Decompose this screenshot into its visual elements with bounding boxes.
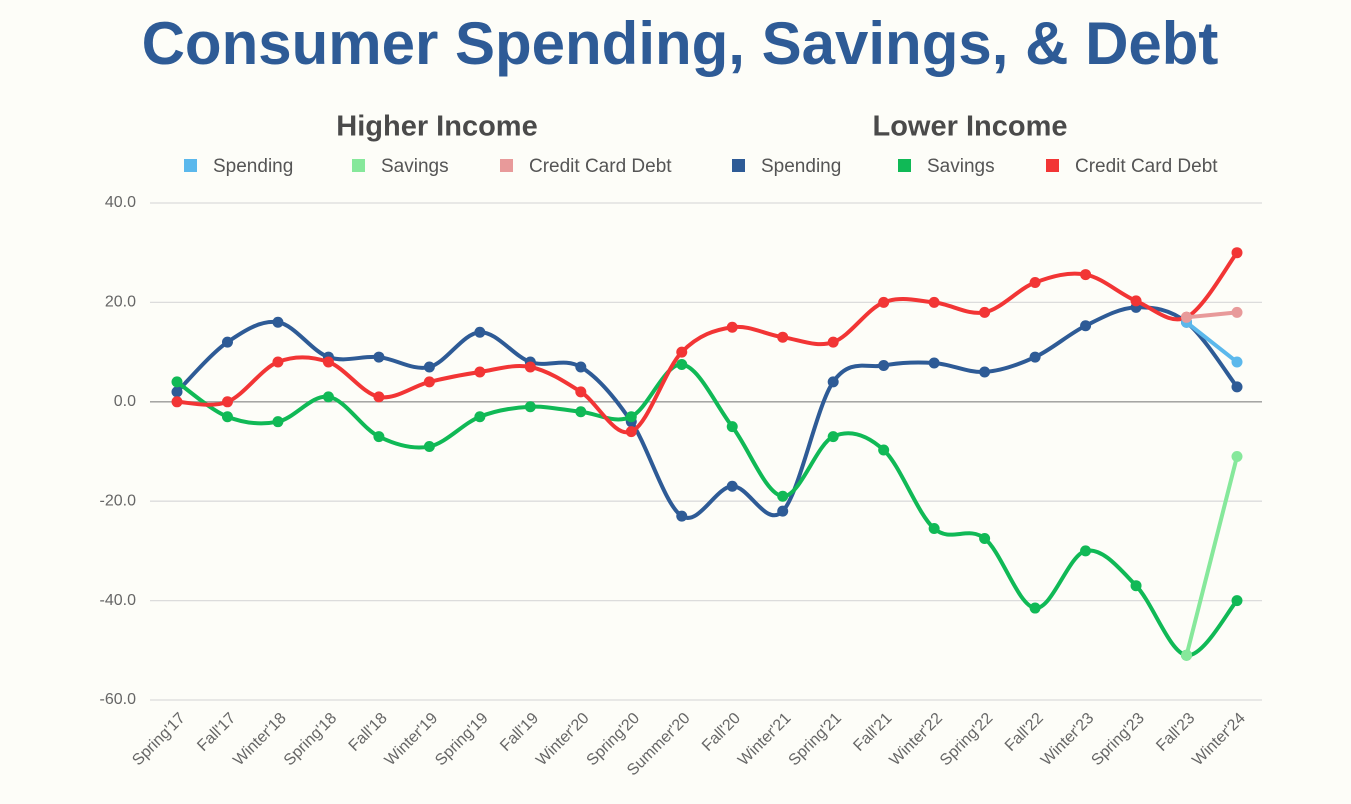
y-tick-label: -60.0 — [100, 691, 137, 708]
data-point — [423, 441, 435, 453]
data-point — [272, 316, 284, 328]
data-point — [1029, 602, 1041, 614]
data-point — [272, 356, 284, 368]
data-point — [272, 416, 284, 428]
data-point — [474, 326, 486, 338]
data-point — [878, 360, 890, 372]
data-point — [1231, 247, 1243, 259]
data-point — [726, 321, 738, 333]
data-point — [827, 431, 839, 443]
data-point — [1231, 306, 1243, 318]
data-point — [827, 336, 839, 348]
data-point — [625, 411, 637, 423]
data-point — [423, 376, 435, 388]
y-tick-label: 0.0 — [114, 393, 136, 410]
legend-label: Savings — [927, 156, 995, 177]
data-point — [625, 426, 637, 438]
data-point — [979, 366, 991, 378]
data-point — [474, 411, 486, 423]
legend-swatch — [352, 159, 365, 172]
data-point — [171, 386, 183, 398]
data-point — [373, 391, 385, 403]
data-point — [322, 356, 334, 368]
data-point — [726, 480, 738, 492]
data-point — [373, 351, 385, 363]
data-point — [676, 359, 688, 371]
y-tick-label: 40.0 — [105, 194, 136, 211]
legend-label: Credit Card Debt — [529, 156, 672, 177]
series-line — [1184, 454, 1239, 658]
data-point — [1181, 311, 1193, 323]
data-point — [575, 361, 587, 373]
data-point — [726, 421, 738, 433]
data-point — [171, 376, 183, 388]
data-point — [1181, 649, 1193, 661]
legend-swatch — [898, 159, 911, 172]
data-point — [676, 346, 688, 358]
legend-label: Savings — [381, 156, 449, 177]
data-point — [221, 336, 233, 348]
data-point — [1029, 351, 1041, 363]
chart-title: Consumer Spending, Savings, & Debt — [142, 10, 1219, 77]
legend-swatch — [500, 159, 513, 172]
data-point — [221, 396, 233, 408]
y-tick-label: -20.0 — [100, 492, 137, 509]
data-point — [171, 396, 183, 408]
data-point — [322, 391, 334, 403]
data-point — [1029, 277, 1041, 289]
data-point — [928, 357, 940, 369]
data-point — [1080, 545, 1092, 557]
data-point — [1231, 381, 1243, 393]
data-point — [928, 523, 940, 535]
data-point — [979, 532, 991, 544]
data-point — [575, 406, 587, 418]
legend-swatch — [732, 159, 745, 172]
data-point — [1231, 356, 1243, 368]
data-point — [676, 510, 688, 522]
data-point — [1231, 595, 1243, 607]
data-point — [777, 490, 789, 502]
data-point — [524, 401, 536, 413]
data-point — [878, 444, 890, 456]
data-point — [1080, 269, 1092, 281]
data-point — [1130, 295, 1142, 307]
data-point — [1130, 580, 1142, 592]
data-point — [928, 296, 940, 308]
legend-group-title: Higher Income — [336, 111, 537, 143]
legend-swatch — [1046, 159, 1059, 172]
data-point — [524, 361, 536, 373]
data-point — [474, 366, 486, 378]
legend-label: Spending — [213, 156, 293, 177]
data-point — [575, 386, 587, 398]
legend-swatch — [184, 159, 197, 172]
data-point — [827, 376, 839, 388]
data-point — [423, 361, 435, 373]
data-point — [979, 306, 991, 318]
data-point — [373, 431, 385, 443]
data-point — [777, 505, 789, 517]
legend-label: Credit Card Debt — [1075, 156, 1218, 177]
series-line — [175, 305, 1239, 520]
data-point — [1231, 450, 1243, 462]
data-point — [1080, 320, 1092, 332]
legend-label: Spending — [761, 156, 841, 177]
y-tick-label: 20.0 — [105, 294, 136, 311]
data-point — [777, 331, 789, 343]
data-point — [878, 296, 890, 308]
data-point — [221, 411, 233, 423]
y-tick-label: -40.0 — [100, 592, 137, 609]
series-line — [175, 250, 1239, 435]
legend-group-title: Lower Income — [873, 111, 1068, 143]
